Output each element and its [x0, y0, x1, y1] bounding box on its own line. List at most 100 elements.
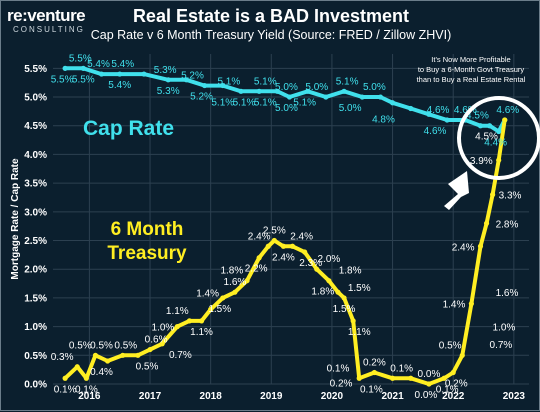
cap-rate-point: [62, 65, 68, 71]
treasury-point: [198, 318, 205, 324]
cap-rate-point: [323, 94, 329, 100]
treasury-data-label: 0.5%: [439, 340, 462, 351]
cap-rate-point: [274, 88, 280, 94]
treasury-data-label: 0.5%: [69, 340, 92, 351]
cap-rate-data-label: 5.1%: [293, 97, 316, 108]
treasury-data-label: 1.1%: [166, 306, 189, 317]
treasury-data-label: 0.5%: [136, 361, 159, 372]
cap-rate-data-label: 5.0%: [363, 82, 386, 93]
treasury-data-label: 2.4%: [248, 231, 271, 242]
brand-sub: CONSULTING: [13, 25, 85, 34]
treasury-data-label: 1.6%: [224, 277, 247, 288]
treasury-data-label: 0.1%: [360, 384, 383, 395]
treasury-point: [265, 243, 271, 249]
treasury-point: [120, 352, 126, 358]
treasury-point: [208, 306, 214, 312]
treasury-data-label: 1.1%: [348, 327, 371, 338]
treasury-point: [408, 375, 414, 381]
annotation-text-line: It's Now More Profitable: [431, 55, 510, 64]
treasury-data-label: 0.1%: [75, 384, 98, 395]
treasury-data-label: 2.4%: [290, 231, 313, 242]
treasury-point: [271, 237, 277, 244]
cap-rate-data-label: 5.1%: [233, 97, 256, 108]
treasury-data-label: 0.5%: [90, 340, 113, 351]
callout-arrow: [444, 171, 469, 210]
treasury-point: [450, 369, 456, 376]
treasury-data-label: 1.5%: [348, 283, 371, 294]
treasury-data-label: 1.1%: [190, 327, 213, 338]
cap-rate-data-label: 5.1%: [254, 76, 277, 87]
treasury-point: [62, 375, 68, 381]
x-tick-label: 2023: [503, 391, 526, 402]
cap-rate-data-label: 5.1%: [336, 76, 359, 87]
treasury-point: [104, 358, 111, 364]
cap-rate-point: [389, 100, 396, 106]
treasury-data-label: 0.0%: [418, 369, 441, 380]
series-name-treasury-line-2: Treasury: [107, 243, 187, 264]
treasury-data-label: 1.0%: [152, 323, 175, 334]
treasury-data-label: 1.5%: [333, 304, 356, 315]
treasury-point: [490, 192, 496, 198]
treasury-data-label: 4.5%: [475, 132, 498, 143]
cap-rate-point: [256, 88, 262, 94]
y-tick-label: 4.0%: [24, 150, 47, 161]
y-tick-label: 2.0%: [24, 265, 47, 276]
cap-rate-data-label: 5.0%: [275, 103, 298, 114]
treasury-data-label: 1.6%: [496, 288, 519, 299]
treasury-point: [459, 352, 465, 358]
treasury-point: [159, 341, 165, 347]
treasury-point: [477, 243, 484, 249]
y-tick-label: 2.5%: [24, 236, 47, 247]
treasury-data-label: 1.4%: [443, 300, 466, 311]
treasury-point: [468, 301, 474, 307]
treasury-point: [502, 117, 508, 123]
treasury-data-label: 2.5%: [263, 226, 286, 237]
y-tick-label: 5.5%: [24, 64, 47, 75]
treasury-point: [174, 324, 180, 330]
treasury-data-label: 2.2%: [245, 264, 268, 275]
y-tick-label: 0.5%: [24, 351, 47, 362]
treasury-data-label: 0.3%: [51, 352, 74, 363]
treasury-data-label: 0.1%: [327, 363, 350, 374]
treasury-data-label: 1.5%: [208, 304, 231, 315]
cap-rate-data-label: 5.0%: [275, 82, 298, 93]
cap-rate-data-label: 5.3%: [154, 65, 177, 76]
cap-rate-data-label: 5.1%: [217, 76, 240, 87]
cap-rate-data-label: 4.8%: [372, 115, 395, 126]
treasury-data-label: 0.2%: [363, 358, 386, 369]
treasury-point: [341, 295, 347, 301]
treasury-data-label: 0.4%: [90, 367, 113, 378]
treasury-point: [483, 220, 490, 226]
treasury-point: [496, 157, 502, 163]
treasury-point: [371, 369, 377, 376]
treasury-point: [232, 289, 238, 295]
y-axis-label: Mortgage Rate / Cap Rate: [10, 158, 21, 280]
cap-rate-point: [141, 71, 147, 77]
annotation-text-line: than to Buy a Real Estate Rental: [417, 75, 526, 84]
x-tick-label: 2019: [260, 391, 283, 402]
cap-rate-point: [496, 128, 502, 135]
treasury-data-label: 0.7%: [169, 350, 192, 361]
cap-rate-data-label: 5.2%: [190, 92, 213, 103]
treasury-data-label: 1.0%: [493, 323, 516, 334]
series-name-cap-rate: Cap Rate: [83, 117, 174, 140]
treasury-data-label: 3.9%: [470, 156, 493, 167]
cap-rate-point: [377, 94, 384, 100]
cap-rate-data-label: 4.6%: [454, 105, 477, 116]
cap-rate-point: [117, 71, 123, 77]
cap-rate-point: [165, 77, 171, 83]
treasury-data-label: 2.0%: [317, 254, 340, 265]
cap-rate-data-label: 5.5%: [69, 53, 92, 64]
cap-rate-data-label: 5.4%: [108, 80, 131, 91]
cap-rate-point: [238, 88, 244, 94]
cap-rate-data-label: 5.5%: [72, 74, 95, 85]
cap-rate-point: [220, 82, 226, 89]
cap-rate-data-label: 4.4%: [484, 137, 507, 148]
treasury-point: [441, 375, 447, 381]
treasury-point: [426, 381, 432, 387]
cap-rate-point: [305, 88, 311, 94]
treasury-point: [389, 375, 396, 381]
treasury-point: [256, 255, 262, 261]
cap-rate-data-label: 5.3%: [157, 86, 180, 97]
